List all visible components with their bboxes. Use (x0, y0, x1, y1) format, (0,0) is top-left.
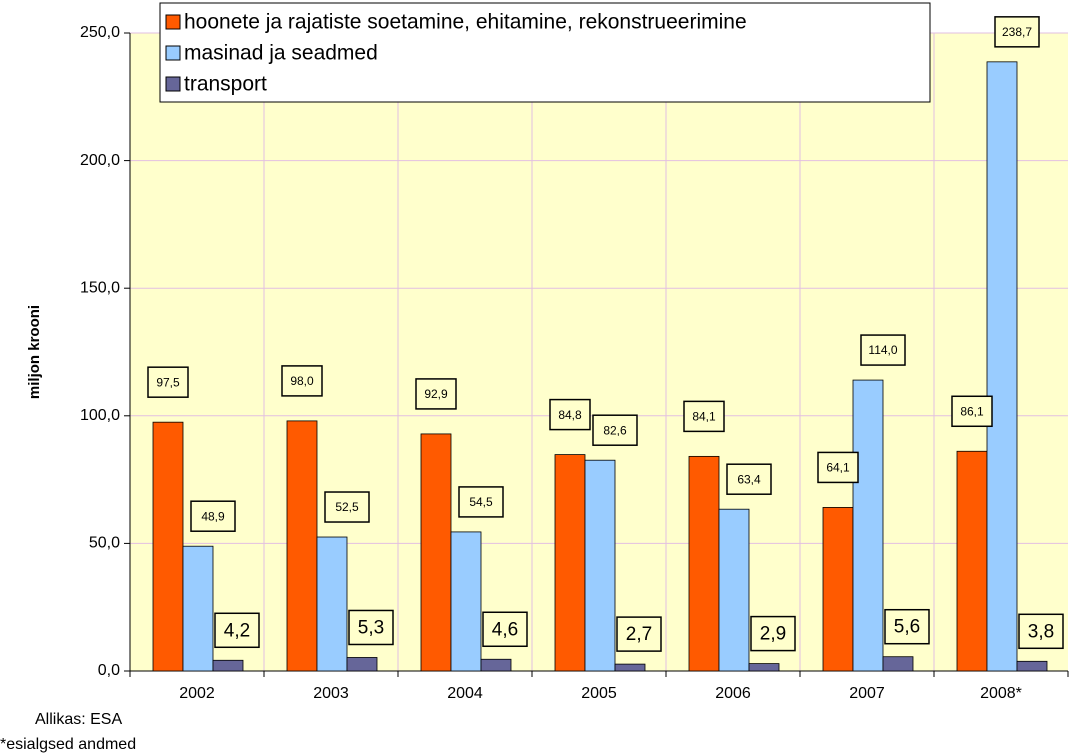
legend-label: transport (184, 73, 267, 96)
value-label-box (951, 395, 993, 428)
value-label-box (214, 612, 260, 649)
value-label-box (348, 609, 394, 646)
value-label-box (616, 616, 662, 652)
bar (420, 433, 452, 672)
value-label-box (726, 463, 772, 495)
value-label: 3,8 (1028, 621, 1054, 642)
value-label: 64,1 (826, 461, 850, 475)
value-label: 82,6 (603, 423, 627, 437)
legend-swatch (165, 76, 181, 92)
x-tick-label: 2007 (849, 685, 885, 702)
value-label-box (592, 414, 638, 446)
value-label: 238,7 (1002, 25, 1032, 39)
value-label: 54,5 (469, 495, 493, 509)
value-label-box (1018, 613, 1064, 650)
legend-box (159, 2, 931, 103)
bar (822, 507, 854, 672)
bar (182, 545, 214, 672)
bar (688, 455, 720, 672)
x-tick-label: 2002 (179, 685, 215, 702)
value-label: 48,9 (201, 509, 225, 523)
value-label: 84,1 (692, 410, 716, 424)
bar (286, 420, 318, 672)
value-label: 2,7 (626, 624, 652, 645)
value-label-box (994, 16, 1040, 48)
y-tick-label: 0,0 (98, 662, 120, 679)
bar (1016, 660, 1048, 672)
bar (480, 658, 512, 672)
x-tick-label: 2003 (313, 685, 349, 702)
legend-swatch (165, 14, 181, 30)
value-label-box (482, 611, 528, 648)
value-label: 63,4 (737, 472, 761, 486)
value-label: 52,5 (335, 500, 359, 514)
value-label: 98,0 (290, 374, 314, 388)
value-label-box (549, 398, 591, 431)
bar (152, 421, 184, 672)
legend-swatch (165, 45, 181, 61)
footnote: *esialgsed andmed (0, 736, 136, 753)
bar (450, 531, 482, 672)
bar (584, 459, 616, 672)
x-tick-label: 2008* (980, 685, 1022, 702)
value-label-box (750, 615, 796, 652)
value-label-box (860, 334, 906, 366)
bar (852, 379, 884, 672)
value-label-box (458, 486, 504, 518)
value-label: 97,5 (156, 375, 180, 389)
value-label-box (683, 400, 725, 433)
y-tick-label: 50,0 (89, 535, 120, 552)
bar (316, 536, 348, 672)
value-label-box (281, 365, 323, 397)
bar (882, 656, 914, 672)
y-tick-label: 200,0 (80, 152, 120, 169)
legend-label: masinad ja seadmed (184, 42, 378, 65)
bar (346, 657, 378, 672)
y-tick-label: 150,0 (80, 279, 120, 296)
bar (614, 663, 646, 672)
value-label: 5,3 (358, 617, 384, 638)
value-label: 4,6 (492, 619, 518, 640)
footnote: Allikas: ESA (35, 711, 122, 728)
value-label: 5,6 (894, 617, 920, 638)
value-label: 114,0 (868, 343, 897, 357)
value-label: 86,1 (960, 404, 984, 418)
x-tick-label: 2005 (581, 685, 617, 702)
y-axis-label: miljon krooni (26, 305, 43, 399)
bar (554, 454, 586, 672)
legend-label: hoonete ja rajatiste soetamine, ehitamin… (184, 11, 747, 34)
value-label: 4,2 (224, 620, 250, 641)
bar (956, 450, 988, 672)
bar (212, 659, 244, 672)
value-label-box (884, 608, 930, 645)
x-tick-label: 2004 (447, 685, 483, 702)
value-label: 84,8 (558, 408, 582, 422)
value-label-box (415, 378, 457, 410)
bar (718, 508, 750, 672)
value-label-box (324, 491, 370, 523)
x-tick-label: 2006 (715, 685, 751, 702)
legend: hoonete ja rajatiste soetamine, ehitamin… (159, 2, 931, 103)
value-label-box (147, 366, 189, 398)
bar (986, 61, 1018, 672)
value-label: 2,9 (760, 624, 786, 645)
value-label-box (190, 500, 236, 532)
value-label: 92,9 (424, 387, 448, 401)
y-tick-label: 100,0 (80, 407, 120, 424)
value-label-box (817, 451, 859, 484)
y-tick-label: 250,0 (80, 24, 120, 41)
bar (748, 663, 780, 672)
